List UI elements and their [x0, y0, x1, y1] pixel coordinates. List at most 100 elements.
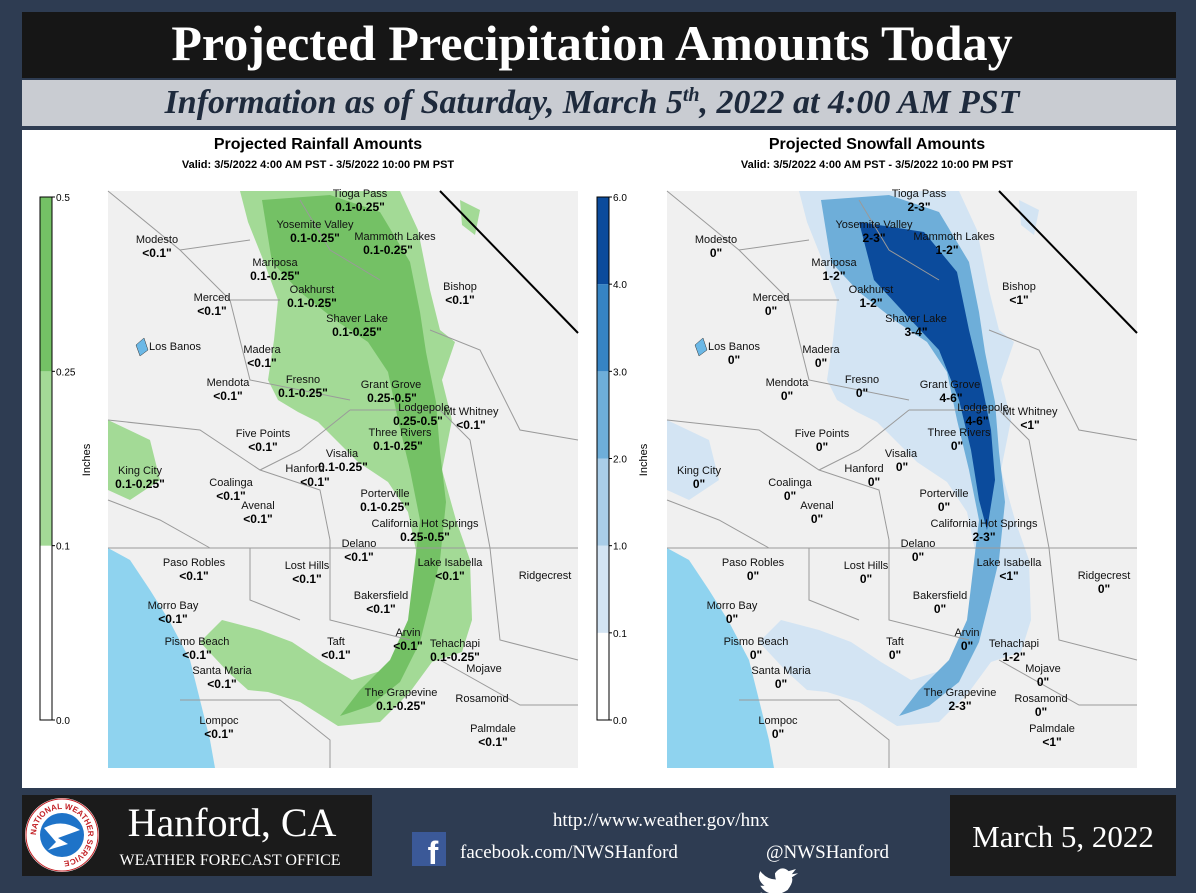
subtitle: Information as of Saturday, March 5th, 2…	[164, 84, 1021, 121]
county-line	[1048, 547, 1138, 661]
precip-area	[667, 420, 719, 500]
colorbar-tick-label: 0.0	[56, 716, 70, 727]
county-line	[329, 540, 411, 641]
place-name: Los Banos	[708, 341, 760, 353]
place-value: 0"	[747, 569, 759, 583]
place-name: Mariposa	[252, 257, 298, 269]
place-value: <0.1"	[300, 475, 329, 489]
place-value: 0"	[951, 439, 963, 453]
place-name: Three Rivers	[369, 427, 432, 439]
place-name: Lompoc	[758, 715, 798, 727]
place-name: Ridgecrest	[1078, 570, 1131, 582]
place-name: Bishop	[1002, 281, 1036, 293]
place-name: Mammoth Lakes	[913, 231, 995, 243]
place-name: Visalia	[885, 448, 918, 460]
place-name: Delano	[342, 538, 377, 550]
place-name: Bakersfield	[913, 590, 967, 602]
place-name: Fresno	[845, 374, 879, 386]
place-value: <0.1"	[248, 440, 277, 454]
place-value: 0"	[860, 572, 872, 586]
state-line	[439, 190, 579, 334]
county-line	[259, 469, 331, 541]
place-value: 0"	[815, 356, 827, 370]
colorbar-segment	[597, 458, 609, 546]
place-name: Coalinga	[768, 477, 812, 489]
place-name: Taft	[327, 636, 345, 648]
place-value: 0.25-0.5"	[393, 414, 443, 428]
logo-bolt	[44, 823, 80, 850]
place-value: <0.1"	[158, 612, 187, 626]
valid-time: Valid: 3/5/2022 4:00 AM PST - 3/5/2022 1…	[182, 159, 455, 171]
place-name: Palmdale	[470, 723, 516, 735]
place-value: 2-3"	[907, 200, 930, 214]
place-value: 2-3"	[948, 699, 971, 713]
place-name: Mt Whitney	[1002, 406, 1058, 418]
place-name: Coalinga	[209, 477, 253, 489]
place-name: Santa Maria	[751, 665, 811, 677]
place-name: Tehachapi	[430, 638, 480, 650]
place-name: Tioga Pass	[333, 188, 388, 200]
place-value: 0"	[1037, 675, 1049, 689]
place-name: King City	[677, 465, 722, 477]
place-value: 0.1-0.25"	[278, 386, 328, 400]
place-value: 0.1-0.25"	[363, 243, 413, 257]
place-value: 0"	[693, 477, 705, 491]
colorbar-tick-label: 0.25	[56, 367, 76, 378]
valid-time: Valid: 3/5/2022 4:00 AM PST - 3/5/2022 1…	[741, 159, 1014, 171]
place-value: <0.1"	[213, 389, 242, 403]
place-name: Morro Bay	[148, 600, 199, 612]
title: Projected Precipitation Amounts Today	[171, 15, 1012, 71]
place-name: Three Rivers	[928, 427, 991, 439]
county-line	[350, 409, 491, 549]
colorbar-tick-label: 2.0	[613, 455, 627, 466]
county-line	[808, 548, 860, 621]
place-name: Yosemite Valley	[835, 219, 913, 231]
place-name: The Grapevine	[365, 687, 438, 699]
place-value: <1"	[1042, 735, 1061, 749]
place-name: Tehachapi	[989, 638, 1039, 650]
facebook-link[interactable]: facebook.com/NWSHanford	[460, 842, 678, 863]
colorbar-tick-label: 0.0	[613, 716, 627, 727]
place-value: 0"	[772, 727, 784, 741]
lake	[694, 337, 708, 357]
place-value: 0"	[889, 648, 901, 662]
colorbar-label: Inches	[81, 443, 93, 476]
place-value: 0"	[938, 500, 950, 514]
place-name: Mariposa	[811, 257, 857, 269]
place-value: 0"	[784, 489, 796, 503]
place-value: 0"	[750, 648, 762, 662]
county-line	[909, 409, 1050, 549]
place-name: California Hot Springs	[372, 518, 479, 530]
county-line	[249, 548, 301, 621]
place-name: Shaver Lake	[326, 313, 388, 325]
place-value: 0.1-0.25"	[335, 200, 385, 214]
panel-title: Projected Snowfall Amounts	[769, 136, 985, 153]
place-name: Hanford	[844, 463, 883, 475]
place-value: 0"	[816, 440, 828, 454]
county-line	[818, 469, 890, 541]
place-name: Grant Grove	[361, 379, 422, 391]
colorbar-tick-label: 3.0	[613, 367, 627, 378]
place-value: 0"	[781, 389, 793, 403]
place-value: 0.1-0.25"	[430, 650, 480, 664]
office-type: WEATHER FORECAST OFFICE	[119, 852, 340, 869]
place-value: <0.1"	[197, 304, 226, 318]
url[interactable]: http://www.weather.gov/hnx	[553, 810, 770, 831]
facebook-icon	[412, 832, 446, 866]
twitter-link[interactable]: @NWSHanford	[766, 842, 890, 863]
place-name: Tioga Pass	[892, 188, 947, 200]
place-name: Porterville	[920, 488, 969, 500]
county-line	[229, 299, 351, 401]
colorbar-label: Inches	[638, 443, 650, 476]
place-name: Morro Bay	[707, 600, 758, 612]
place-value: 0.1-0.25"	[290, 231, 340, 245]
twitter-icon	[758, 868, 799, 893]
place-name: Avenal	[241, 500, 274, 512]
place-name: Modesto	[695, 234, 737, 246]
county-line	[888, 540, 970, 641]
place-value: <0.1"	[456, 418, 485, 432]
colorbar-segment	[597, 545, 609, 633]
place-value: 0"	[765, 304, 777, 318]
